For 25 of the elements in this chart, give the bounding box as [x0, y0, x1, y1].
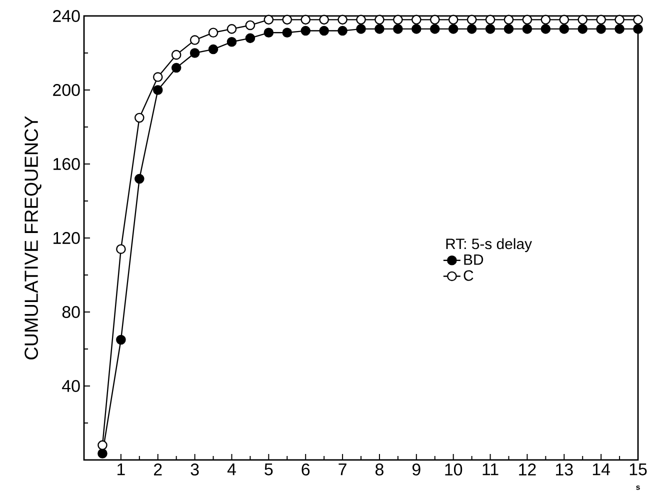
y-tick-label: 120	[54, 232, 80, 244]
x-tick-label: 7	[338, 464, 346, 476]
x-tick-label: 14	[592, 464, 610, 476]
y-tick-label: 160	[54, 158, 80, 170]
x-tick-label: 3	[190, 464, 199, 476]
x-tick-label: 8	[376, 464, 384, 476]
x-tick-label: 11	[482, 464, 498, 476]
legend-label: C	[464, 270, 474, 281]
legend-title: RT: 5-s delay	[446, 238, 532, 252]
x-tick-label: 6	[302, 464, 310, 476]
x-tick-label: 2	[154, 464, 162, 476]
x-tick-label: 10	[445, 464, 462, 476]
y-tick-label: 240	[53, 10, 80, 22]
x-tick-label: 9	[412, 464, 420, 476]
y-tick-label: 200	[53, 84, 80, 96]
x-tick-label: 5	[264, 464, 273, 476]
y-axis-title: CUMULATIVE FREQUENCY	[24, 116, 42, 360]
y-tick-label: 40	[62, 380, 80, 392]
x-tick-label: 1	[118, 464, 125, 476]
x-tick-label: 12	[519, 464, 536, 476]
x-tick-label: 13	[556, 464, 573, 476]
y-tick-label: 80	[62, 306, 80, 318]
legend-label: BD	[464, 254, 484, 265]
x-tick-label: 15	[630, 464, 647, 476]
x-tick-label: 4	[227, 464, 236, 476]
